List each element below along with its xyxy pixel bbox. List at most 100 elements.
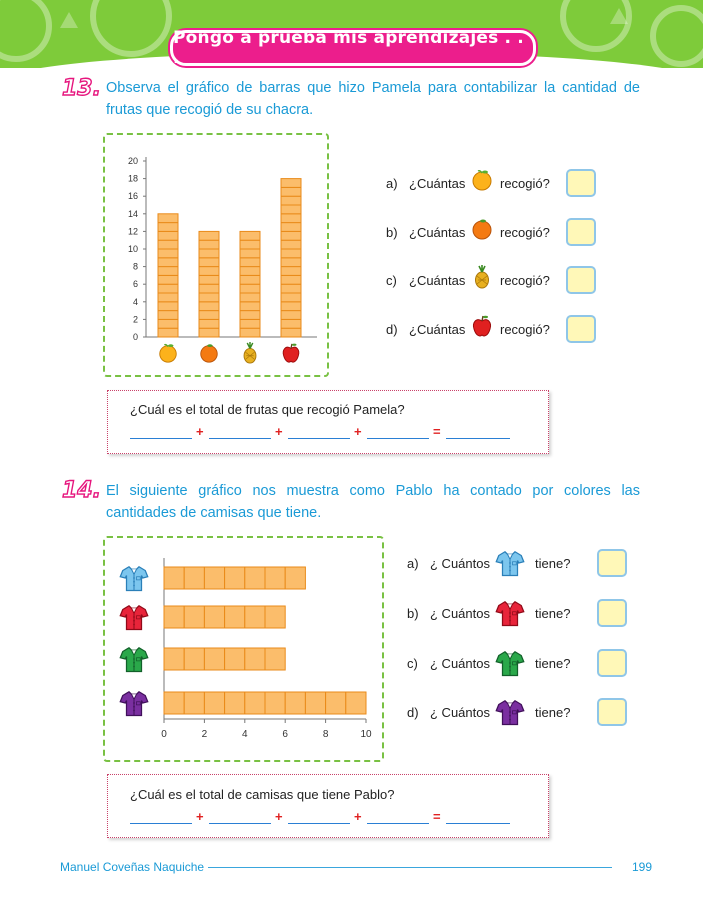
answer-box[interactable]: [597, 549, 627, 577]
bar-cell: [203, 605, 226, 629]
answer-box[interactable]: [566, 218, 596, 246]
bar-cell: [198, 274, 220, 285]
bar-cell: [157, 274, 179, 285]
bar-cell: [157, 327, 179, 338]
apple-icon: [470, 314, 494, 342]
answer-blank[interactable]: [367, 437, 429, 439]
bar-cell: [280, 301, 302, 312]
answer-blank[interactable]: [288, 822, 350, 824]
answer-blank[interactable]: [446, 822, 510, 824]
question-prefix: ¿Cuántas: [409, 322, 466, 337]
y-tick-label: 12: [128, 226, 138, 236]
bar-cell: [224, 647, 246, 671]
bar-cell: [203, 647, 226, 671]
shirt-total-box: [107, 774, 549, 838]
question-suffix: tiene?: [535, 705, 571, 720]
plus-sign: +: [354, 809, 362, 824]
question-prefix: ¿ Cuántos: [430, 606, 490, 621]
question-letter: d): [386, 322, 398, 337]
x-tick-label: 4: [242, 729, 248, 740]
answer-box[interactable]: [566, 266, 596, 294]
y-tick-label: 2: [133, 314, 138, 324]
total-question: ¿Cuál es el total de frutas que recogió …: [130, 402, 405, 417]
answer-blank[interactable]: [446, 437, 510, 439]
bar-end-cell: [264, 647, 286, 671]
question-letter: c): [407, 656, 418, 671]
bar-cell: [239, 274, 261, 285]
x-tick-label: 8: [323, 729, 329, 740]
bar-cell: [198, 327, 220, 338]
apple-icon: [282, 343, 300, 363]
bar-cell: [163, 691, 185, 715]
bar-cell: [280, 266, 302, 276]
bar-cell: [157, 230, 179, 241]
bar-cell: [239, 301, 261, 312]
answer-blank[interactable]: [367, 822, 429, 824]
answer-blank[interactable]: [130, 437, 192, 439]
question-suffix: tiene?: [535, 606, 571, 621]
red-shirt-icon: [119, 604, 149, 631]
bar-cell: [325, 691, 347, 715]
answer-box[interactable]: [566, 315, 596, 343]
bar-cell: [157, 239, 179, 250]
bar-cell: [239, 248, 261, 259]
bar-cell: [157, 318, 179, 329]
page-number: 199: [632, 860, 653, 874]
green-shirt-icon: [119, 646, 149, 673]
bar-cell: [239, 292, 261, 303]
x-tick-label: 6: [282, 729, 288, 740]
decorative-triangle: [610, 8, 628, 24]
answer-box[interactable]: [566, 169, 596, 197]
bar-cell: [203, 691, 226, 715]
answer-blank[interactable]: [288, 437, 350, 439]
purple-shirt-icon: [495, 697, 525, 731]
bar-cell: [183, 566, 205, 590]
question-letter: b): [386, 225, 398, 240]
bar-top-cell: [157, 213, 179, 224]
bar-cell: [157, 266, 179, 276]
question-text: El siguiente gráfico nos muestra como Pa…: [106, 483, 640, 521]
decorative-swirl: [650, 5, 703, 67]
answer-box[interactable]: [597, 649, 627, 677]
bar-cell: [239, 327, 261, 338]
bar-cell: [239, 266, 261, 276]
bar-cell: [280, 257, 302, 268]
question-letter: b): [407, 606, 419, 621]
bar-cell: [280, 283, 302, 294]
bar-cell: [264, 691, 286, 715]
red-shirt-icon: [495, 598, 525, 632]
bar-cell: [198, 310, 220, 320]
purple-shirt-icon: [119, 690, 149, 717]
decorative-swirl: [0, 0, 52, 62]
question-letter: d): [407, 705, 419, 720]
answer-box[interactable]: [597, 698, 627, 726]
bar-cell: [280, 318, 302, 329]
shirt-chart-frame: 0 2 4 6 8 10: [103, 536, 384, 762]
question-suffix: tiene?: [535, 556, 571, 571]
bar-cell: [239, 318, 261, 329]
bar-cell: [280, 248, 302, 259]
total-question: ¿Cuál es el total de camisas que tiene P…: [130, 787, 395, 802]
bar-cell: [284, 691, 306, 715]
question-prefix: ¿ Cuántos: [430, 705, 490, 720]
answer-blank[interactable]: [209, 437, 271, 439]
fruit-bar-chart: 0 2 4 6 8 10 12 14 16 18 20: [128, 156, 317, 364]
bar-cell: [280, 292, 302, 303]
bar-cell: [224, 566, 246, 590]
bar-cell: [198, 257, 220, 268]
answer-blank[interactable]: [130, 822, 192, 824]
pineapple-icon: [243, 342, 257, 364]
peach-icon: [159, 343, 177, 363]
question-text: Observa el gráfico de barras que hizo Pa…: [106, 80, 640, 118]
bar-end-cell: [284, 566, 306, 590]
question-prefix: ¿Cuántas: [409, 176, 466, 191]
bar-cell: [198, 239, 220, 250]
y-tick-label: 14: [128, 209, 138, 219]
fruit-chart-frame: 0 2 4 6 8 10 12 14 16 18 20: [103, 133, 329, 377]
bar-cell: [239, 257, 261, 268]
answer-box[interactable]: [597, 599, 627, 627]
bar-cell: [198, 266, 220, 276]
bar-cell: [157, 310, 179, 320]
answer-blank[interactable]: [209, 822, 271, 824]
bar-cell: [198, 283, 220, 294]
